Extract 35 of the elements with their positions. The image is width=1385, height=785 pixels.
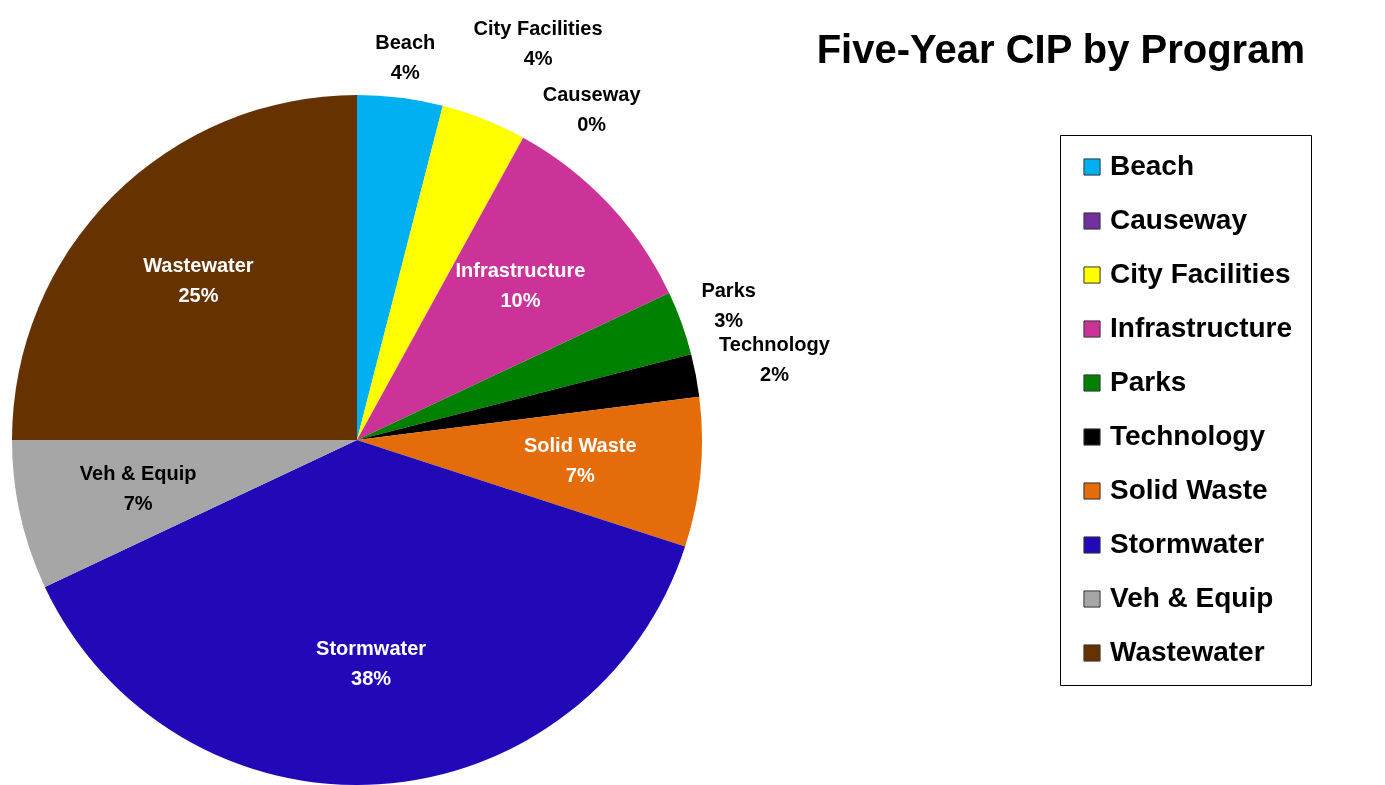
legend-label: Stormwater <box>1110 528 1265 559</box>
legend-label: Solid Waste <box>1110 474 1268 505</box>
data-label: 25% <box>178 284 219 307</box>
legend-label: Parks <box>1110 366 1187 397</box>
legend-label: City Facilities <box>1110 258 1291 289</box>
data-label: 4% <box>390 61 420 84</box>
data-label: 10% <box>500 289 541 312</box>
data-label: 4% <box>523 47 553 70</box>
data-label: 3% <box>714 309 744 332</box>
slice-label: Infrastructure <box>455 259 586 282</box>
pie-slice <box>12 440 357 587</box>
legend-label: Beach <box>1110 150 1195 181</box>
data-label: 38% <box>351 666 392 689</box>
slice-label: Veh & Equip <box>79 461 197 484</box>
text: 0% <box>577 112 607 135</box>
pie-slice <box>12 95 357 440</box>
slice-label: Solid Waste <box>523 434 637 457</box>
slice-label: Beach <box>375 31 436 54</box>
chart-title: Five-Year CIP by Program <box>816 27 1305 71</box>
slice-label: City Facilities <box>473 17 603 40</box>
pie-slice <box>357 396 702 547</box>
slice-label: Technology <box>719 333 831 356</box>
data-label: 2% <box>760 363 790 386</box>
legend-label: Causeway <box>1110 204 1248 235</box>
legend-label: Technology <box>1110 420 1266 451</box>
legend-label: Infrastructure <box>1110 312 1293 343</box>
legend-label: Veh & Equip <box>1110 582 1274 613</box>
legend-label: Wastewater <box>1110 636 1265 667</box>
slice-label: Parks <box>701 279 756 302</box>
data-label: 7% <box>565 464 595 487</box>
data-label: 7% <box>123 491 153 514</box>
category-label: Causeway <box>542 82 641 105</box>
slice-label: Stormwater <box>316 636 427 659</box>
pie-slice <box>357 95 443 440</box>
slice-label: Wastewater <box>143 254 254 277</box>
